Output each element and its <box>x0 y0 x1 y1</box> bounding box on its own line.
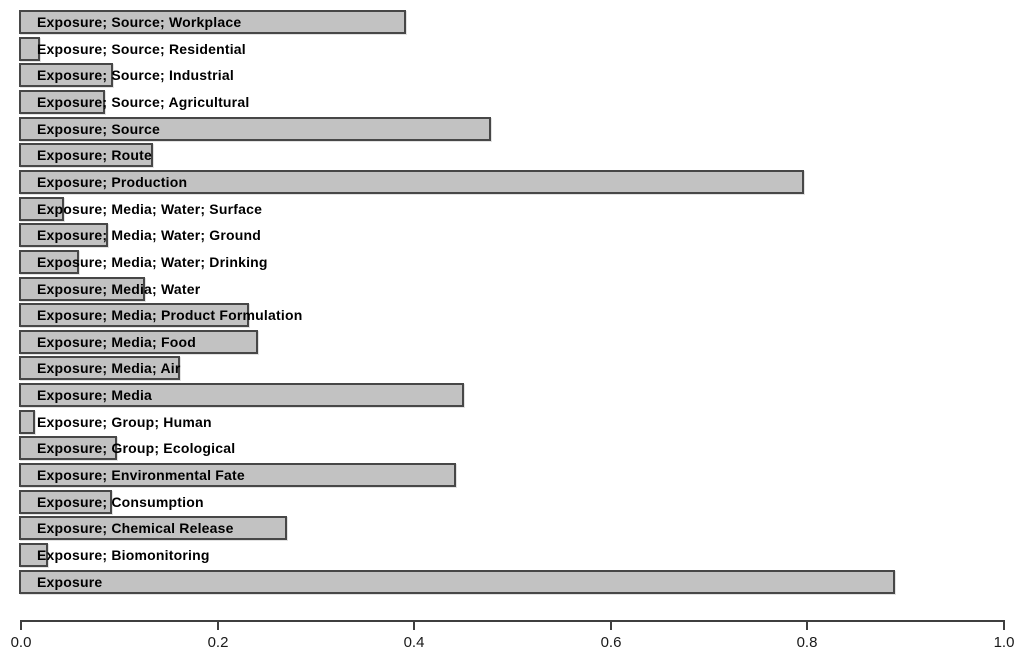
bar <box>19 356 180 380</box>
bar-row: Exposure; Media; Product Formulation <box>0 303 1024 327</box>
bar-row: Exposure <box>0 570 1024 594</box>
bar <box>19 170 804 194</box>
bar-label: Exposure; Source; Industrial <box>37 67 234 83</box>
bar-label: Exposure; Media; Water; Surface <box>37 201 263 217</box>
x-axis-tick-label: 0.6 <box>600 634 622 651</box>
bar-label: Exposure; Media; Food <box>37 334 196 350</box>
x-axis-tick-label: 0.0 <box>10 634 32 651</box>
bar-row: Exposure; Consumption <box>0 490 1024 514</box>
bar-label: Exposure; Media <box>37 387 153 403</box>
bar-row: Exposure; Media; Air <box>0 356 1024 380</box>
bar-row: Exposure; Media; Water; Drinking <box>0 250 1024 274</box>
bar <box>19 63 113 87</box>
bar-label: Exposure; Environmental Fate <box>37 467 245 483</box>
bar-row: Exposure; Source; Workplace <box>0 10 1024 34</box>
bar-label: Exposure; Route <box>37 147 153 163</box>
bar-label: Exposure; Media; Water <box>37 281 201 297</box>
bar-row: Exposure; Media; Water; Ground <box>0 223 1024 247</box>
bar <box>19 250 79 274</box>
x-axis-tick <box>806 620 808 630</box>
bar <box>19 490 112 514</box>
bar <box>19 463 456 487</box>
bar <box>19 436 117 460</box>
bar <box>19 197 64 221</box>
bar <box>19 330 258 354</box>
bar-row: Exposure; Group; Human <box>0 410 1024 434</box>
bar-label: Exposure; Media; Air <box>37 360 181 376</box>
bar-row: Exposure; Media; Water <box>0 277 1024 301</box>
x-axis-tick <box>20 620 22 630</box>
bar-label: Exposure; Consumption <box>37 494 204 510</box>
bar-label: Exposure; Chemical Release <box>37 520 234 536</box>
bar <box>19 570 895 594</box>
x-axis-tick-label: 1.0 <box>993 634 1015 651</box>
bar <box>19 383 464 407</box>
bar-row: Exposure; Media; Water; Surface <box>0 197 1024 221</box>
bar-label: Exposure; Media; Water; Drinking <box>37 254 268 270</box>
bar-row: Exposure; Source; Residential <box>0 37 1024 61</box>
bar-label: Exposure; Biomonitoring <box>37 547 210 563</box>
x-axis-tick <box>217 620 219 630</box>
bar-label: Exposure; Production <box>37 174 188 190</box>
bar-label: Exposure; Group; Ecological <box>37 440 236 456</box>
bar-row: Exposure; Environmental Fate <box>0 463 1024 487</box>
x-axis-tick-label: 0.4 <box>403 634 425 651</box>
bar <box>19 10 406 34</box>
bar-label: Exposure; Media; Water; Ground <box>37 227 262 243</box>
bar <box>19 516 287 540</box>
bar <box>19 223 108 247</box>
bar <box>19 410 35 434</box>
bar-row: Exposure; Production <box>0 170 1024 194</box>
x-axis-tick <box>610 620 612 630</box>
bar <box>19 543 48 567</box>
x-axis-tick <box>413 620 415 630</box>
bar-label: Exposure; Source; Workplace <box>37 14 242 30</box>
bar-label: Exposure; Group; Human <box>37 414 212 430</box>
bar-label: Exposure; Source; Residential <box>37 41 246 57</box>
bar <box>19 277 145 301</box>
x-axis-tick-label: 0.8 <box>796 634 818 651</box>
bar-row: Exposure; Biomonitoring <box>0 543 1024 567</box>
x-axis-tick <box>1003 620 1005 630</box>
bar-label: Exposure <box>37 574 103 590</box>
x-axis <box>20 620 1005 622</box>
bar-label: Exposure; Media; Product Formulation <box>37 307 303 323</box>
bar-row: Exposure; Route <box>0 143 1024 167</box>
bar <box>19 303 249 327</box>
bar-row: Exposure; Media <box>0 383 1024 407</box>
bar-row: Exposure; Source; Industrial <box>0 63 1024 87</box>
bar-row: Exposure; Source <box>0 117 1024 141</box>
bar-row: Exposure; Source; Agricultural <box>0 90 1024 114</box>
bar-label: Exposure; Source; Agricultural <box>37 94 250 110</box>
bar-row: Exposure; Group; Ecological <box>0 436 1024 460</box>
bar <box>19 90 105 114</box>
bar <box>19 143 153 167</box>
bar <box>19 37 40 61</box>
bar-row: Exposure; Chemical Release <box>0 516 1024 540</box>
bar <box>19 117 491 141</box>
bar-row: Exposure; Media; Food <box>0 330 1024 354</box>
x-axis-tick-label: 0.2 <box>207 634 229 651</box>
bar-label: Exposure; Source <box>37 121 161 137</box>
